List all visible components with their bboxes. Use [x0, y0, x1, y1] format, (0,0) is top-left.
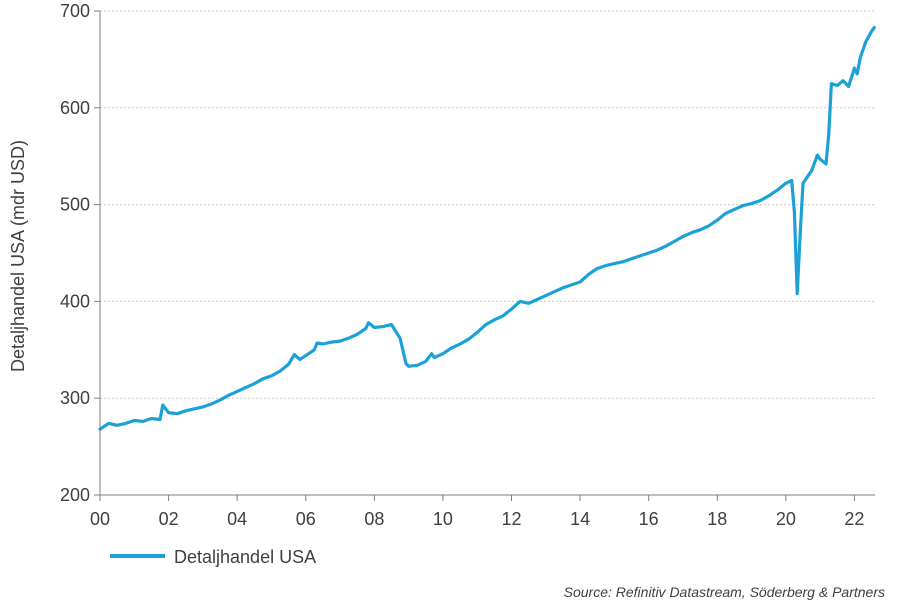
legend: Detaljhandel USA [110, 547, 316, 567]
source-note: Source: Refinitiv Datastream, Söderberg … [564, 584, 885, 600]
x-tick-label-18: 18 [707, 509, 727, 529]
x-tick-label-16: 16 [639, 509, 659, 529]
y-tick-label-200: 200 [60, 485, 90, 505]
series-line-0 [98, 25, 876, 431]
x-tick-label-04: 04 [227, 509, 247, 529]
y-axis-title: Detaljhandel USA (mdr USD) [8, 140, 28, 372]
y-tick-label-300: 300 [60, 388, 90, 408]
x-tick-label-14: 14 [570, 509, 590, 529]
x-tick-label-10: 10 [433, 509, 453, 529]
x-tick-label-22: 22 [844, 509, 864, 529]
x-tick-labels: 00 02 04 06 08 10 12 14 16 18 20 22 [90, 495, 864, 529]
axes [99, 11, 875, 496]
legend-label: Detaljhandel USA [174, 547, 316, 567]
gridlines [100, 10, 875, 399]
y-tick-labels: 200 300 400 500 600 700 [60, 1, 100, 505]
x-tick-label-02: 02 [159, 509, 179, 529]
y-tick-label-700: 700 [60, 1, 90, 21]
series-layer [98, 25, 876, 431]
y-tick-label-600: 600 [60, 98, 90, 118]
x-tick-label-08: 08 [364, 509, 384, 529]
x-tick-label-20: 20 [776, 509, 796, 529]
x-tick-label-06: 06 [296, 509, 316, 529]
x-tick-label-12: 12 [501, 509, 521, 529]
y-tick-label-400: 400 [60, 291, 90, 311]
x-tick-label-00: 00 [90, 509, 110, 529]
y-tick-label-500: 500 [60, 195, 90, 215]
